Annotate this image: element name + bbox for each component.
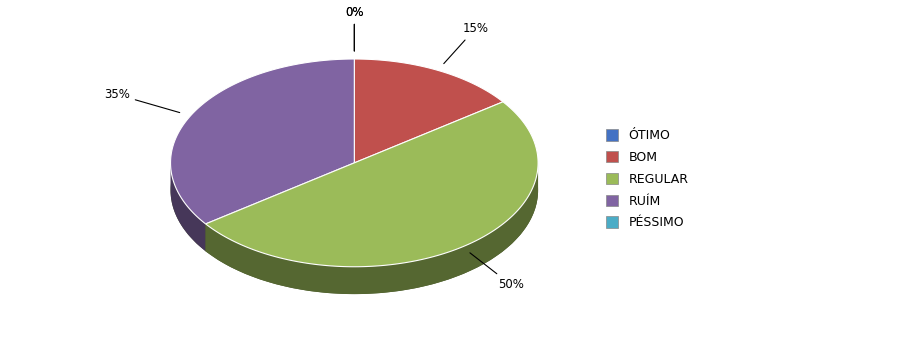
Polygon shape <box>354 59 503 163</box>
Polygon shape <box>205 163 354 251</box>
Ellipse shape <box>170 86 537 294</box>
Text: 0%: 0% <box>344 6 363 51</box>
Text: 50%: 50% <box>469 253 523 291</box>
Polygon shape <box>205 163 354 251</box>
Polygon shape <box>205 102 537 267</box>
Legend: ÓTIMO, BOM, REGULAR, RUÍM, PÉSSIMO: ÓTIMO, BOM, REGULAR, RUÍM, PÉSSIMO <box>600 124 692 234</box>
Polygon shape <box>170 163 205 251</box>
Text: 35%: 35% <box>104 88 179 113</box>
Text: 15%: 15% <box>444 22 487 64</box>
Polygon shape <box>205 163 537 294</box>
Text: 0%: 0% <box>344 6 363 51</box>
Polygon shape <box>170 59 354 224</box>
